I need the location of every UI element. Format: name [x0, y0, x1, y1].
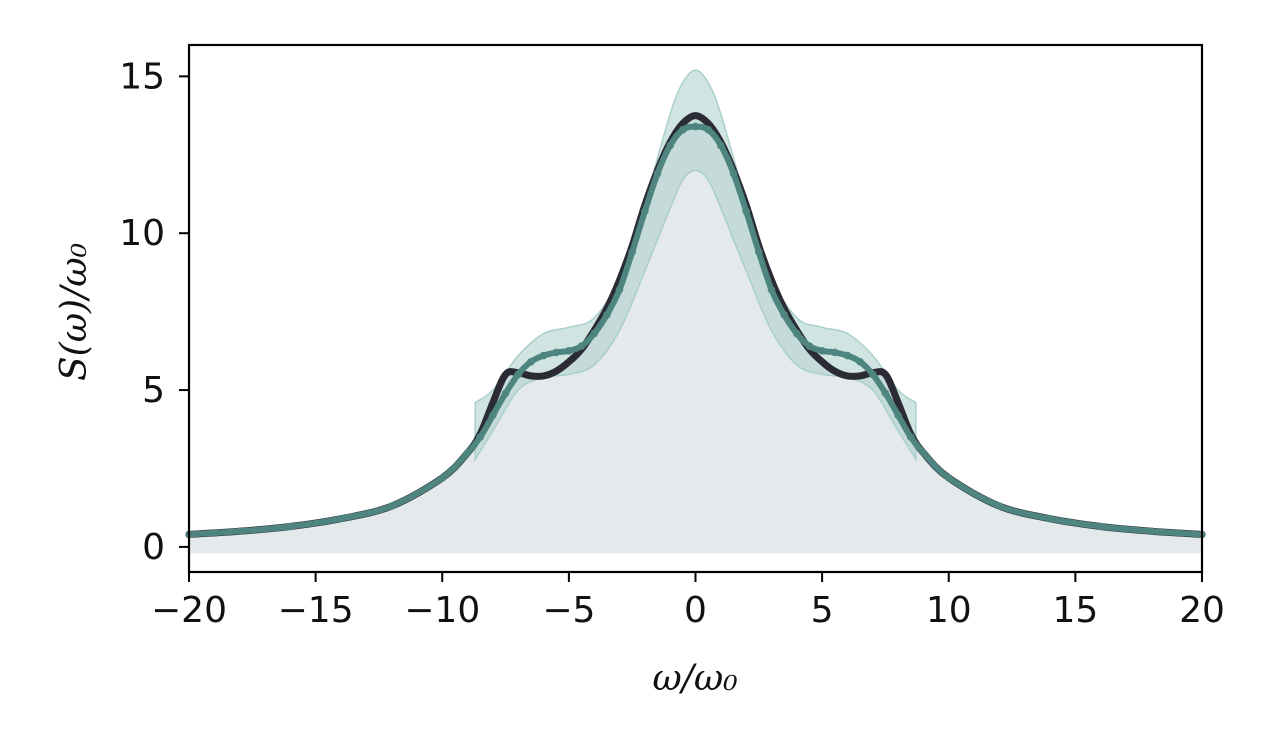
estimate-point [793, 329, 801, 338]
x-tick-label: −20 [151, 590, 227, 631]
estimate-point [590, 329, 598, 338]
estimate-point [565, 347, 573, 355]
estimate-point [286, 522, 295, 531]
estimate-point [729, 169, 738, 178]
estimate-point [843, 351, 852, 360]
estimate-point [894, 411, 902, 420]
x-tick-label: −5 [542, 590, 595, 631]
estimate-point [603, 311, 611, 319]
estimate-point [805, 342, 814, 350]
y-tick-label: 15 [119, 56, 165, 97]
x-tick-label: 20 [1179, 590, 1225, 631]
y-tick-label: 10 [119, 213, 165, 254]
estimate-point [1147, 527, 1156, 535]
estimate-point [717, 141, 725, 150]
estimate-point [577, 342, 586, 350]
estimate-point [679, 125, 687, 134]
estimate-point [235, 527, 244, 535]
estimate-point [742, 207, 750, 216]
estimate-point [438, 474, 447, 482]
estimate-point [755, 248, 763, 256]
estimate-point [653, 169, 662, 178]
estimate-point [539, 351, 548, 360]
x-tick-label: 10 [926, 590, 972, 631]
estimate-point [387, 502, 396, 510]
estimate-point [995, 502, 1004, 510]
estimate-point [666, 141, 674, 150]
estimate-point [463, 449, 472, 457]
x-tick-label: 0 [684, 590, 707, 631]
axes: −20 −15 −10 −5 0 5 10 15 20 0 5 10 15 [119, 43, 1225, 631]
estimate-point [831, 348, 839, 357]
estimate-point [945, 474, 953, 482]
estimate-point [527, 358, 535, 366]
x-tick-label: −15 [278, 590, 354, 631]
estimate-point [907, 433, 915, 441]
estimate-point [818, 347, 826, 355]
estimate-point [869, 370, 877, 379]
background-fill-area [189, 115, 1202, 554]
estimate-point [615, 285, 624, 294]
estimate-point [1046, 514, 1054, 523]
estimate-point [501, 389, 510, 398]
estimate-point [856, 358, 864, 366]
y-tick-label: 5 [142, 370, 165, 411]
estimate-point [337, 514, 345, 523]
reference-line [188, 112, 1203, 538]
estimate-point [489, 411, 497, 420]
estimate-point [1096, 522, 1105, 531]
estimate-point [691, 122, 700, 131]
x-tick-label: 15 [1052, 590, 1098, 631]
estimate-point [641, 207, 649, 216]
x-axis-label: ω/ω₀ [652, 658, 737, 699]
estimate-point [704, 125, 712, 134]
estimate-point [476, 433, 485, 441]
y-axis-label: S(ω)/ω₀ [54, 243, 95, 381]
estimate-point [780, 311, 788, 319]
estimate-point [919, 449, 928, 457]
estimate-point [881, 389, 890, 398]
estimate-point [552, 348, 560, 357]
x-tick-label: 5 [811, 590, 834, 631]
plot-area [185, 69, 1206, 554]
estimate-point [514, 370, 522, 379]
y-tick-label: 0 [142, 527, 165, 568]
x-tick-label: −10 [404, 590, 480, 631]
estimate-point [628, 248, 636, 256]
estimate-point [767, 285, 776, 294]
